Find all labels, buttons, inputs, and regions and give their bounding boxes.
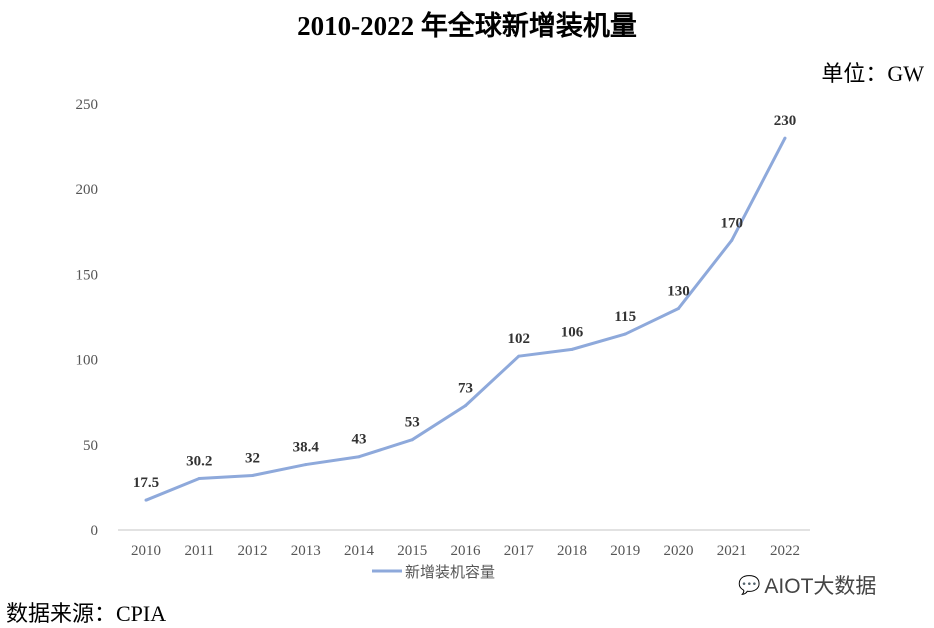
data-label: 230 <box>774 113 797 129</box>
data-point <box>144 498 148 502</box>
watermark-text: AIOT大数据 <box>764 575 877 598</box>
y-tick-label: 50 <box>83 438 98 454</box>
data-point <box>783 136 787 140</box>
wechat-icon: 💬 <box>738 574 761 595</box>
data-label: 30.2 <box>186 454 212 470</box>
x-tick-label: 2013 <box>291 543 321 559</box>
data-point <box>570 347 574 351</box>
x-tick-label: 2015 <box>397 543 427 559</box>
x-tick-label: 2010 <box>131 543 161 559</box>
data-label: 106 <box>561 324 584 340</box>
x-tick-label: 2017 <box>504 543 535 559</box>
x-tick-label: 2018 <box>557 543 587 559</box>
data-point <box>464 404 467 408</box>
x-tick-label: 2016 <box>451 543 482 559</box>
data-label: 115 <box>614 309 636 325</box>
x-tick-label: 2022 <box>770 543 800 559</box>
data-label: 32 <box>245 450 260 466</box>
data-label: 17.5 <box>133 475 159 491</box>
watermark: 💬 AIOT大数据 <box>738 570 876 600</box>
data-point <box>304 463 308 467</box>
data-point <box>623 332 627 336</box>
x-tick-label: 2014 <box>344 543 375 559</box>
x-tick-label: 2019 <box>610 543 640 559</box>
data-label: 130 <box>667 283 690 299</box>
data-label: 38.4 <box>293 440 320 456</box>
data-point <box>517 354 521 358</box>
x-tick-label: 2011 <box>185 543 214 559</box>
data-point <box>197 477 201 481</box>
data-point <box>677 306 680 310</box>
data-label: 102 <box>508 331 531 347</box>
unit-label: 单位：GW <box>821 61 924 86</box>
data-point <box>410 438 414 442</box>
series-line <box>145 137 787 502</box>
data-label: 73 <box>458 381 473 397</box>
x-tick-label: 2021 <box>717 543 747 559</box>
chart-title: 2010-2022 年全球新增装机量 <box>297 11 637 41</box>
y-tick-label: 0 <box>91 523 99 539</box>
legend-label: 新增装机容量 <box>405 563 495 581</box>
x-tick-label: 2020 <box>664 543 694 559</box>
data-point <box>357 455 361 459</box>
data-point <box>251 473 254 477</box>
x-tick-label: 2012 <box>238 543 268 559</box>
y-tick-label: 250 <box>76 97 99 113</box>
data-point <box>730 238 734 242</box>
source-note: 数据来源：CPIA <box>6 601 167 626</box>
y-tick-label: 200 <box>76 182 99 198</box>
y-tick-label: 100 <box>76 353 99 369</box>
y-tick-label: 150 <box>76 267 99 283</box>
data-label: 53 <box>405 415 420 431</box>
data-label: 170 <box>721 215 744 231</box>
data-label: 43 <box>352 432 367 448</box>
